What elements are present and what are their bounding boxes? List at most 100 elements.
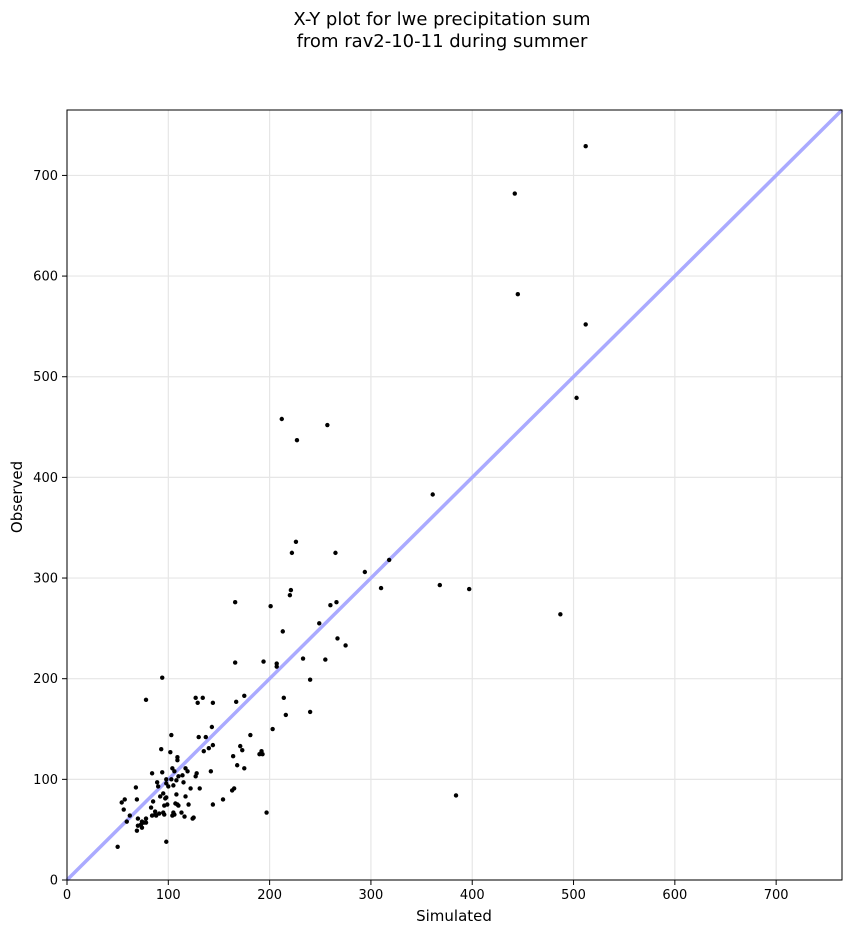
grid-lines — [66, 110, 842, 881]
data-point — [232, 599, 238, 605]
y-axis-ticks: 0 100 200 300 400 500 600 700 — [33, 169, 67, 889]
data-point — [159, 746, 164, 752]
data-point — [149, 813, 155, 818]
data-point — [161, 791, 166, 796]
data-point — [261, 659, 266, 664]
data-point — [328, 603, 333, 608]
data-point — [453, 793, 459, 798]
data-point — [283, 712, 289, 718]
data-point — [193, 695, 198, 701]
data-point — [185, 769, 190, 774]
data-point — [201, 748, 206, 754]
data-point — [430, 492, 435, 497]
data-point — [234, 763, 240, 768]
x-axis-label: Simulated — [416, 907, 492, 925]
plot-frame — [66, 109, 843, 881]
data-point — [386, 557, 392, 563]
data-point — [176, 774, 181, 779]
data-point — [209, 724, 215, 730]
data-point — [325, 422, 330, 428]
data-point — [195, 700, 200, 706]
data-point — [240, 747, 245, 753]
data-point — [169, 777, 174, 782]
data-point — [281, 695, 286, 701]
data-point — [238, 743, 243, 749]
data-point — [274, 664, 279, 669]
data-point — [180, 773, 185, 778]
y-tick-label: 400 — [33, 471, 58, 486]
data-point — [378, 585, 384, 591]
data-point — [182, 814, 187, 819]
y-tick-label: 500 — [33, 370, 58, 385]
x-axis-ticks: 0 100 200 300 400 500 600 700 — [63, 880, 789, 903]
data-point — [317, 621, 322, 626]
data-point — [139, 825, 145, 830]
data-point — [242, 766, 247, 771]
data-point — [172, 769, 177, 774]
data-point — [143, 816, 149, 821]
data-point — [196, 734, 201, 740]
data-point — [264, 810, 269, 815]
data-point — [149, 771, 155, 776]
data-points — [115, 144, 588, 849]
data-point — [122, 797, 127, 802]
data-point — [279, 416, 284, 422]
data-point — [274, 661, 279, 666]
data-point — [150, 799, 156, 804]
data-point — [203, 734, 208, 740]
data-point — [229, 788, 235, 793]
data-point — [362, 569, 368, 575]
data-point — [176, 803, 181, 808]
data-point — [200, 695, 205, 701]
x-tick-label: 100 — [156, 888, 181, 903]
data-point — [208, 769, 214, 774]
data-point — [134, 797, 140, 802]
chart-title-line-1: X-Y plot for lwe precipitation sum — [293, 9, 590, 30]
x-tick-label: 0 — [63, 888, 71, 903]
y-tick-label: 300 — [33, 572, 58, 587]
data-point — [333, 550, 338, 556]
data-point — [242, 693, 247, 699]
y-tick-label: 100 — [33, 773, 58, 788]
data-point — [515, 291, 521, 297]
data-point — [288, 587, 294, 593]
data-point — [162, 812, 167, 817]
data-point — [174, 792, 179, 797]
data-point — [512, 191, 517, 196]
data-point — [300, 656, 306, 661]
x-tick-label: 400 — [460, 888, 485, 903]
y-tick-label: 0 — [50, 874, 58, 889]
data-point — [135, 816, 141, 821]
data-point — [466, 586, 472, 592]
data-point — [210, 742, 216, 748]
data-point — [307, 709, 313, 715]
data-point — [168, 749, 173, 755]
data-point — [135, 823, 141, 828]
data-point — [583, 144, 588, 149]
data-point — [206, 745, 212, 751]
data-point — [280, 629, 285, 634]
y-tick-label: 700 — [33, 169, 58, 184]
data-point — [293, 539, 299, 545]
data-point — [583, 322, 588, 327]
data-point — [210, 700, 216, 706]
data-point — [164, 777, 169, 782]
data-point — [186, 802, 191, 807]
data-point — [119, 800, 124, 805]
data-point — [160, 770, 165, 775]
data-point — [179, 810, 184, 815]
x-tick-label: 600 — [662, 888, 687, 903]
data-point — [270, 726, 275, 732]
data-point — [307, 677, 313, 682]
data-point — [193, 774, 198, 779]
data-point — [294, 437, 300, 443]
data-point — [124, 819, 129, 824]
data-point — [574, 395, 579, 401]
data-point — [171, 783, 176, 788]
data-point — [257, 751, 262, 757]
data-point — [437, 582, 443, 588]
data-point — [164, 839, 169, 844]
data-point — [191, 815, 196, 820]
data-point — [154, 780, 160, 785]
